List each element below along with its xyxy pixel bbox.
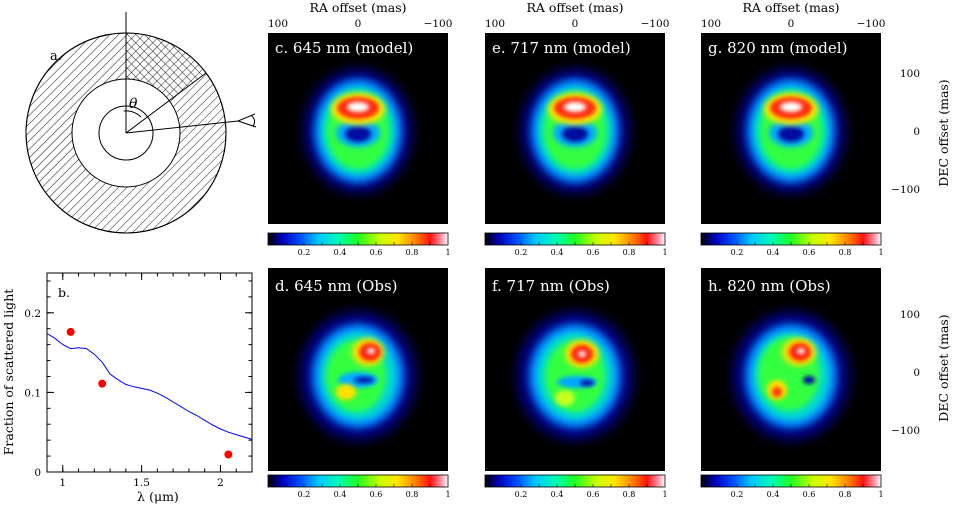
panel-g-model: g. 820 nm (model) <box>701 33 881 224</box>
colorbar-tick-label: 0.2 <box>298 490 311 499</box>
colorbar-tick-label: 0.6 <box>370 490 383 499</box>
ra-tick-label: 0 <box>788 18 795 30</box>
colorbar-tick-label: 0.2 <box>298 248 311 257</box>
colorbar-tick-label: 1 <box>662 248 667 257</box>
top-axis-label: RA offset (mas) <box>526 0 623 15</box>
colorbar-tick-label: 0.2 <box>731 248 744 257</box>
colorbar-tick-label: 1 <box>445 490 450 499</box>
colorbar-tick-label: 0.6 <box>370 248 383 257</box>
colorbar-tick-label: 1 <box>662 490 667 499</box>
colorbar-tick-label: 0.8 <box>623 248 636 257</box>
scatter-chart: 1 1.5 2 0 0.1 0.2 b. λ (μm) Fraction of scatt… <box>1 272 253 504</box>
x-tick-label: 1.5 <box>133 477 150 489</box>
image-panels: c. 645 nm (model) e. 717 nm (model) g. 8… <box>268 33 881 471</box>
colorbar-tick-label: 0.6 <box>803 490 816 499</box>
colorbar-tick-label: 0.4 <box>767 490 780 499</box>
colorbar-tick-label: 0.8 <box>623 490 636 499</box>
colorbar-tick-label: 1 <box>445 248 450 257</box>
colorbar-tick-label: 1 <box>878 248 883 257</box>
right-axis-label: DEC offset (mas) <box>936 79 951 186</box>
ra-tick-label: 0 <box>572 18 579 30</box>
data-point <box>224 450 233 459</box>
right-axis: DEC offset (mas) DEC offset (mas) 100 0 −1… <box>891 68 951 437</box>
ra-tick-label: 100 <box>268 18 288 30</box>
colorbar-tick-label: 0.4 <box>334 490 347 499</box>
dec-tick-label: 0 <box>913 367 920 379</box>
colorbar-tick-label: 0.2 <box>731 490 744 499</box>
colorbar: 0.2 0.4 0.6 0.8 1 <box>484 232 668 257</box>
colorbar-tick-label: 0.4 <box>334 248 347 257</box>
dec-tick-label: 100 <box>900 68 920 80</box>
colorbar-tick-label: 0.8 <box>839 248 852 257</box>
colorbar-tick-label: 0.6 <box>587 490 600 499</box>
model-curve <box>46 333 253 440</box>
dec-tick-label: −100 <box>891 184 920 196</box>
panel-label: e. 717 nm (model) <box>492 39 631 57</box>
right-axis-label: DEC offset (mas) <box>936 314 951 421</box>
panel-d-obs: d. 645 nm (Obs) <box>268 268 448 471</box>
colorbar-tick-label: 0.6 <box>587 248 600 257</box>
top-axis-label: RA offset (mas) <box>309 0 406 15</box>
ra-tick-label: −100 <box>424 18 453 30</box>
panel-label: h. 820 nm (Obs) <box>708 277 831 295</box>
panel-e-model: e. 717 nm (model) <box>485 33 665 224</box>
colorbar-tick-label: 0.8 <box>839 490 852 499</box>
x-axis-label: λ (μm) <box>137 489 179 504</box>
colorbar: 0.2 0.4 0.6 0.8 1 <box>700 474 884 499</box>
colorbar: 0.2 0.4 0.6 0.8 1 <box>700 232 884 257</box>
y-tick-label: 0.1 <box>24 387 41 399</box>
colorbar-tick-label: 1 <box>878 490 883 499</box>
panel-label: c. 645 nm (model) <box>275 39 413 57</box>
ra-tick-label: 100 <box>485 18 505 30</box>
y-axis-label: Fraction of scattered light <box>1 289 16 456</box>
panel-label: g. 820 nm (model) <box>708 39 847 57</box>
chart-ticks: 1 1.5 2 0 0.1 0.2 <box>24 273 253 489</box>
colorbar-tick-label: 0.6 <box>803 248 816 257</box>
panel-c-model: c. 645 nm (model) <box>268 33 448 224</box>
ra-tick-label: 100 <box>701 18 721 30</box>
x-tick-label: 2 <box>217 477 224 489</box>
colorbar: 0.2 0.4 0.6 0.8 1 <box>267 232 451 257</box>
eye-icon <box>237 113 257 128</box>
panel-label: f. 717 nm (Obs) <box>492 277 610 295</box>
colorbar-tick-label: 0.8 <box>406 248 419 257</box>
colorbar: 0.2 0.4 0.6 0.8 1 <box>484 474 668 499</box>
observed-points <box>66 327 233 459</box>
colorbar-tick-label: 0.2 <box>515 248 528 257</box>
angle-label: θ <box>129 96 138 112</box>
colorbar-tick-label: 0.4 <box>551 248 564 257</box>
y-tick-label: 0.2 <box>24 308 41 320</box>
colorbar-tick-label: 0.8 <box>406 490 419 499</box>
top-axis-label: RA offset (mas) <box>742 0 839 15</box>
ra-tick-label: −100 <box>641 18 670 30</box>
shell-diagram: θ a. <box>25 12 257 234</box>
colorbar-tick-label: 0.4 <box>551 490 564 499</box>
colorbar-tick-label: 0.2 <box>515 490 528 499</box>
y-tick-label: 0 <box>34 467 41 479</box>
dec-tick-label: 100 <box>900 309 920 321</box>
dec-tick-label: −100 <box>891 425 920 437</box>
panel-f-obs: f. 717 nm (Obs) <box>485 268 665 471</box>
colorbars: 0.2 0.4 0.6 0.8 1 0.2 0.4 0.6 0.8 1 0.2 0.4 0.6 0.8 10… <box>267 232 884 499</box>
data-point <box>98 379 107 388</box>
plot-frame <box>46 272 253 473</box>
top-axis: RA offset (mas) RA offset (mas) RA offse… <box>268 0 885 30</box>
panel-h-obs: h. 820 nm (Obs) <box>701 268 881 471</box>
ra-tick-label: 0 <box>355 18 362 30</box>
panel-label: d. 645 nm (Obs) <box>275 277 398 295</box>
ra-tick-label: −100 <box>857 18 886 30</box>
colorbar: 0.2 0.4 0.6 0.8 1 <box>267 474 451 499</box>
data-point <box>66 327 75 336</box>
x-tick-label: 1 <box>59 477 66 489</box>
colorbar-tick-label: 0.4 <box>767 248 780 257</box>
diagram-label: a. <box>50 49 62 64</box>
chart-panel-label: b. <box>58 285 70 300</box>
dec-tick-label: 0 <box>913 126 920 138</box>
